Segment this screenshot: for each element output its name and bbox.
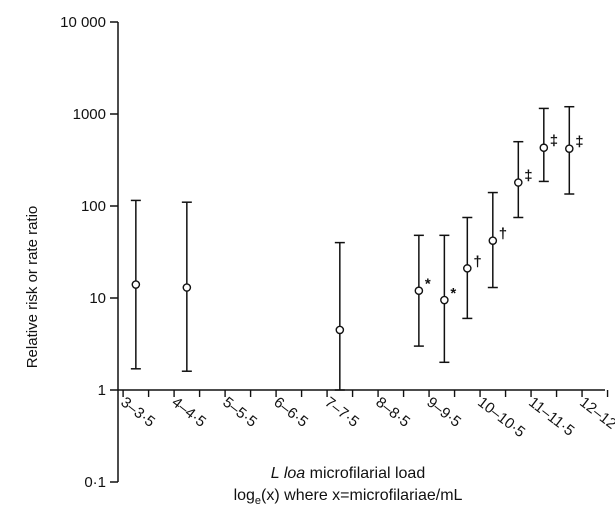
x-axis-label-log: log [234, 487, 255, 504]
x-axis-label-species: L loa [271, 465, 306, 482]
data-point: † [462, 216, 482, 320]
data-point: ‡ [513, 140, 533, 219]
data-point: * [439, 234, 456, 364]
data-point [334, 241, 345, 391]
point-marker [565, 144, 574, 153]
point-marker [539, 143, 549, 153]
point-marker [182, 283, 192, 292]
x-tick-label: 6–6·5 [270, 394, 311, 431]
data-point: * [413, 234, 431, 347]
significance-marker: † [473, 253, 481, 270]
x-tick-label: 12–12·5 [576, 394, 615, 441]
point-marker [440, 295, 449, 305]
significance-marker: * [450, 285, 456, 302]
x-axis-label-line1: L loa microfilarial load [271, 465, 425, 482]
y-tick-label: 10 [89, 290, 106, 307]
significance-marker: ‡ [575, 134, 583, 151]
y-tick-label: 1 [98, 382, 106, 399]
y-tick-label: 100 [81, 198, 106, 215]
x-tick-label: 5–5·5 [219, 394, 260, 431]
point-marker [488, 236, 498, 245]
data-series: * * † † ‡ ‡ ‡ [130, 105, 584, 391]
data-point [130, 199, 141, 370]
data-point [181, 201, 192, 372]
point-marker [414, 286, 424, 296]
significance-marker: * [425, 276, 431, 293]
significance-marker: † [499, 226, 507, 243]
point-marker [463, 264, 472, 273]
data-point: ‡ [538, 107, 558, 183]
x-tick-label: 10–10·5 [474, 394, 528, 441]
x-axis-label-base: e [255, 495, 261, 507]
x-axis-label-line2: loge(x) where x=microfilariae/mL [234, 487, 463, 507]
x-tick-label: 4–4·5 [168, 394, 209, 431]
x-tick-label: 9–9·5 [423, 394, 464, 431]
x-tick-label: 11–11·5 [525, 394, 577, 440]
y-axis-label: Relative risk or rate ratio [24, 206, 41, 369]
x-axis-label-unit: (x) where x=microfilariae/mL [261, 487, 462, 504]
y-tick-label: 1000 [73, 106, 106, 123]
point-marker [335, 325, 345, 335]
significance-marker: ‡ [550, 133, 558, 150]
point-marker [514, 178, 523, 187]
y-axis: 0·1 1 10 100 1000 10 000 [60, 14, 119, 491]
y-tick-label: 10 000 [60, 14, 106, 31]
x-axis: 3–3·5 4–4·5 5–5·5 6–6·5 7–7·5 8–8·5 9–9·5 10–10… [117, 389, 615, 441]
data-point: ‡ [564, 105, 584, 195]
y-tick-label: 0·1 [84, 474, 106, 491]
data-point: † [487, 191, 507, 289]
x-axis-label-rest: microfilarial load [305, 465, 425, 482]
significance-marker: ‡ [524, 168, 532, 185]
x-tick-label: 3–3·5 [117, 394, 158, 431]
x-tick-label: 8–8·5 [372, 394, 413, 431]
x-tick-label: 7–7·5 [321, 394, 362, 431]
point-marker [131, 280, 141, 289]
